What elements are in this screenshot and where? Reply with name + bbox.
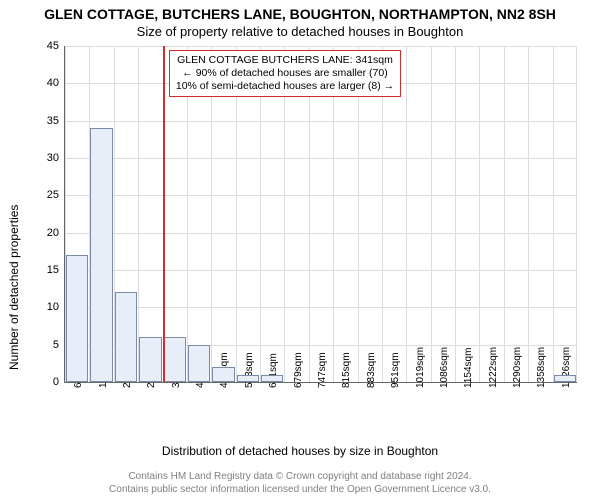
annotation-line: ← 90% of detached houses are smaller (70… bbox=[176, 67, 394, 80]
y-tick-label: 20 bbox=[47, 227, 65, 239]
x-tick-label: 1154sqm bbox=[463, 348, 474, 388]
x-tick-label: 747sqm bbox=[317, 352, 328, 388]
gridline-v bbox=[138, 46, 139, 382]
gridline-v bbox=[431, 46, 432, 382]
gridline-h bbox=[65, 46, 577, 47]
histogram-bar bbox=[237, 375, 259, 382]
gridline-v bbox=[455, 46, 456, 382]
annotation-box: GLEN COTTAGE BUTCHERS LANE: 341sqm← 90% … bbox=[169, 50, 401, 97]
x-tick-label: 679sqm bbox=[293, 352, 304, 388]
y-tick-label: 5 bbox=[53, 339, 65, 351]
gridline-v bbox=[479, 46, 480, 382]
y-tick-label: 45 bbox=[47, 40, 65, 52]
gridline-h bbox=[65, 233, 577, 234]
histogram-bar bbox=[188, 345, 210, 382]
y-axis-label: Number of detached properties bbox=[7, 205, 21, 370]
histogram-bar bbox=[66, 255, 88, 382]
attribution-text: Contains HM Land Registry data © Crown c… bbox=[0, 471, 600, 496]
histogram-bar bbox=[115, 292, 137, 382]
x-tick-label: 1290sqm bbox=[512, 347, 523, 388]
attribution-line-1: Contains HM Land Registry data © Crown c… bbox=[0, 471, 600, 484]
x-axis-label: Distribution of detached houses by size … bbox=[0, 444, 600, 458]
histogram-bar bbox=[261, 375, 283, 382]
plot-area: 05101520253035404568sqm136sqm204sqm272sq… bbox=[64, 46, 577, 383]
chart-title-main: GLEN COTTAGE, BUTCHERS LANE, BOUGHTON, N… bbox=[0, 6, 600, 22]
gridline-v bbox=[504, 46, 505, 382]
x-tick-label: 815sqm bbox=[341, 352, 352, 388]
chart-container: GLEN COTTAGE, BUTCHERS LANE, BOUGHTON, N… bbox=[0, 0, 600, 500]
gridline-h bbox=[65, 307, 577, 308]
y-tick-label: 30 bbox=[47, 152, 65, 164]
x-tick-label: 951sqm bbox=[390, 352, 401, 388]
x-tick-label: 1086sqm bbox=[439, 347, 450, 388]
histogram-bar bbox=[90, 128, 112, 382]
annotation-line: GLEN COTTAGE BUTCHERS LANE: 341sqm bbox=[176, 54, 394, 67]
x-tick-label: 1222sqm bbox=[488, 347, 499, 388]
gridline-h bbox=[65, 195, 577, 196]
histogram-bar bbox=[163, 337, 185, 382]
attribution-line-2: Contains public sector information licen… bbox=[0, 484, 600, 497]
y-tick-label: 10 bbox=[47, 301, 65, 313]
y-tick-label: 0 bbox=[53, 376, 65, 388]
x-tick-label: 543sqm bbox=[244, 352, 255, 388]
gridline-v bbox=[553, 46, 554, 382]
histogram-bar bbox=[139, 337, 161, 382]
reference-line bbox=[163, 46, 165, 382]
chart-title-sub: Size of property relative to detached ho… bbox=[0, 24, 600, 39]
y-tick-label: 25 bbox=[47, 189, 65, 201]
annotation-line: 10% of semi-detached houses are larger (… bbox=[176, 80, 394, 93]
y-tick-label: 40 bbox=[47, 77, 65, 89]
gridline-v bbox=[528, 46, 529, 382]
x-tick-label: 1019sqm bbox=[415, 347, 426, 388]
histogram-bar bbox=[554, 375, 576, 382]
gridline-v bbox=[576, 46, 577, 382]
gridline-v bbox=[406, 46, 407, 382]
gridline-h bbox=[65, 270, 577, 271]
gridline-h bbox=[65, 158, 577, 159]
x-tick-label: 611sqm bbox=[268, 353, 279, 388]
x-tick-label: 883sqm bbox=[366, 352, 377, 388]
gridline-h bbox=[65, 121, 577, 122]
y-tick-label: 15 bbox=[47, 264, 65, 276]
y-tick-label: 35 bbox=[47, 115, 65, 127]
x-tick-label: 1358sqm bbox=[536, 347, 547, 388]
histogram-bar bbox=[212, 367, 234, 382]
